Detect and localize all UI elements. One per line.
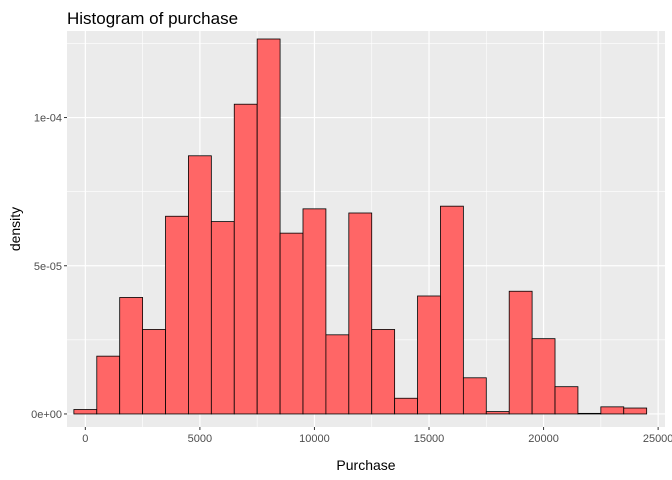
histogram-bars <box>73 38 648 415</box>
x-tick-label-5: 25000 <box>643 433 672 445</box>
y-axis: 0e+00 5e-05 1e-04 <box>31 113 67 421</box>
histogram-bar-3 <box>142 329 166 415</box>
histogram-bar-24 <box>623 407 648 415</box>
histogram-bar-4 <box>165 215 189 415</box>
histogram-bar-6 <box>210 221 235 415</box>
y-tick-label-1: 5e-05 <box>34 261 62 273</box>
histogram-bar-9 <box>279 232 304 415</box>
x-tick-label-0: 0 <box>82 433 88 445</box>
histogram-bar-8 <box>256 38 281 415</box>
chart-title: Histogram of purchase <box>67 9 238 28</box>
histogram-bar-12 <box>348 212 373 415</box>
histogram-bar-19 <box>508 290 533 415</box>
histogram-bar-1 <box>96 355 121 415</box>
x-tick-label-1: 5000 <box>188 433 212 445</box>
y-tick-label-2: 1e-04 <box>34 113 62 125</box>
histogram-bar-2 <box>119 297 144 415</box>
histogram-bar-15 <box>417 295 441 415</box>
histogram-bar-0 <box>73 409 98 415</box>
x-tick-label-3: 15000 <box>414 433 445 445</box>
histogram-bar-23 <box>600 406 625 415</box>
histogram-bar-14 <box>394 397 418 415</box>
histogram-bar-11 <box>325 334 350 415</box>
histogram-bar-5 <box>188 155 212 415</box>
histogram-bar-7 <box>233 103 258 415</box>
histogram-bar-10 <box>302 208 327 415</box>
x-axis-title: Purchase <box>336 457 395 473</box>
y-axis-title: density <box>7 207 23 251</box>
x-tick-label-4: 20000 <box>528 433 559 445</box>
histogram-bar-21 <box>554 386 579 415</box>
x-axis: 0 5000 10000 15000 20000 25000 <box>82 427 672 445</box>
y-tick-label-0: 0e+00 <box>31 409 62 421</box>
histogram-bar-20 <box>531 338 556 415</box>
histogram-bar-18 <box>485 411 510 415</box>
histogram-bar-13 <box>371 329 396 415</box>
histogram-bar-17 <box>462 377 487 415</box>
x-tick-label-2: 10000 <box>299 433 330 445</box>
histogram-bar-16 <box>440 205 464 415</box>
histogram-bar-22 <box>577 412 602 415</box>
